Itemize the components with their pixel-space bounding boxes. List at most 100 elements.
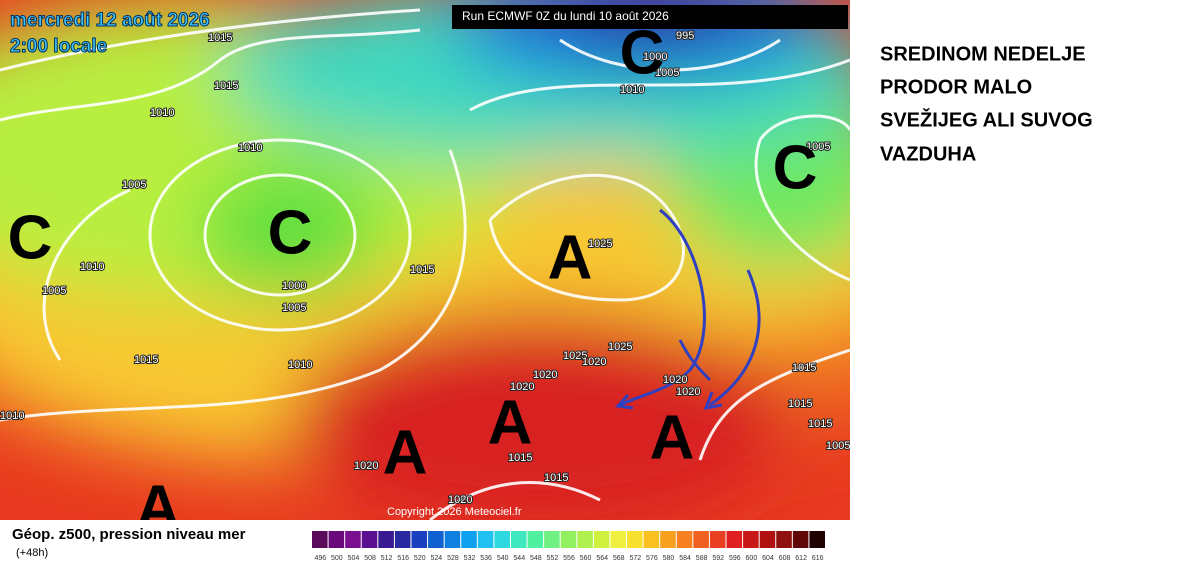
scale-label: 556 xyxy=(563,555,575,562)
annotation-line: VAZDUHA xyxy=(880,143,976,165)
isobar-label: 1015 xyxy=(214,80,238,92)
scale-label: 608 xyxy=(779,555,791,562)
scale-cell xyxy=(709,531,726,548)
scale-label: 580 xyxy=(663,555,675,562)
scale-label: 508 xyxy=(364,555,376,562)
scale-cell xyxy=(577,531,593,548)
isobar-label: 1010 xyxy=(620,84,644,96)
scale-cell xyxy=(743,531,759,548)
scale-cell xyxy=(494,531,510,548)
isobar-label: 1010 xyxy=(238,142,262,154)
isobar-label: 1005 xyxy=(806,141,830,153)
scale-label: 612 xyxy=(795,555,807,562)
scale-cell xyxy=(527,531,544,548)
scale-label: 528 xyxy=(447,555,459,562)
isobar-label: 1005 xyxy=(122,179,146,191)
scale-label: 540 xyxy=(497,555,509,562)
scale-label: 524 xyxy=(431,555,443,562)
map-labels: 1015 1015 1010 1010 1005 1010 1005 1000 1005 1015… xyxy=(0,18,850,542)
scale-cell xyxy=(477,531,494,548)
isobar-label: 1025 xyxy=(563,350,587,362)
legend-lead: (+48h) xyxy=(16,547,48,559)
scale-cell xyxy=(411,531,428,548)
scale-label: 588 xyxy=(696,555,708,562)
scale-cell xyxy=(693,531,709,548)
scale-label: 576 xyxy=(646,555,658,562)
pressure-system: A xyxy=(548,223,593,292)
scale-label: 572 xyxy=(629,555,641,562)
scale-cell xyxy=(776,531,792,548)
scale-label: 520 xyxy=(414,555,426,562)
isobars xyxy=(0,8,850,520)
scale-label: 560 xyxy=(580,555,592,562)
scale-cell xyxy=(676,531,693,548)
isobar-label: 1015 xyxy=(208,32,232,44)
scale-label: 604 xyxy=(762,555,774,562)
scale-label: 564 xyxy=(596,555,608,562)
scale-label: 616 xyxy=(812,555,824,562)
scale-label: 592 xyxy=(712,555,724,562)
scale-cell xyxy=(792,531,809,548)
scale-cell xyxy=(560,531,577,548)
isobar-label: 1020 xyxy=(533,369,557,381)
map: 1015 1015 1010 1010 1005 1010 1005 1000 1005 1015… xyxy=(0,0,850,542)
isobar-label: 1020 xyxy=(354,460,378,472)
pressure-system: C xyxy=(8,203,53,272)
isobar-label: 1015 xyxy=(134,354,158,366)
scale-label: 544 xyxy=(513,555,525,562)
pressure-system: A xyxy=(383,418,428,487)
scale-cell xyxy=(759,531,776,548)
isobar-label: 1005 xyxy=(826,440,850,452)
scale-cell xyxy=(593,531,610,548)
field-shading xyxy=(0,0,850,520)
isobar-label: 1025 xyxy=(588,238,612,250)
isobar-label: 1020 xyxy=(676,386,700,398)
run-label: Run ECMWF 0Z du lundi 10 août 2026 xyxy=(462,9,669,23)
scale-cell xyxy=(328,531,345,548)
scale-cell xyxy=(461,531,477,548)
date-label: mercredi 12 août 2026 xyxy=(10,10,210,31)
pressure-system: A xyxy=(650,403,695,472)
scale-cell xyxy=(510,531,527,548)
isobar-label: 1020 xyxy=(510,381,534,393)
annotation-line: PRODOR MALO xyxy=(880,76,1032,98)
copyright: Copyright 2026 Meteociel.fr xyxy=(387,506,522,518)
scale-cell xyxy=(809,531,825,548)
isobar-label: 1000 xyxy=(643,51,667,63)
isobar-label: 1015 xyxy=(788,398,812,410)
scale-cell xyxy=(726,531,743,548)
isobar-label: 1015 xyxy=(792,362,816,374)
annotation-line: SVEŽIJEG ALI SUVOG xyxy=(880,107,1093,131)
scale-label: 552 xyxy=(547,555,559,562)
scale-label: 568 xyxy=(613,555,625,562)
trajectory-arrows xyxy=(614,208,761,410)
scale-cell xyxy=(610,531,627,548)
pressure-system: C xyxy=(620,18,665,87)
pressure-system: C xyxy=(268,198,313,267)
isobar-label: 995 xyxy=(676,30,694,42)
scale-label: 496 xyxy=(314,555,326,562)
isobar-label: 1005 xyxy=(655,67,679,79)
isobar-label: 1020 xyxy=(663,374,687,386)
scale-label: 596 xyxy=(729,555,741,562)
scale-label: 512 xyxy=(381,555,393,562)
isobar-label: 1020 xyxy=(582,356,606,368)
time-label: 2:00 locale xyxy=(10,36,107,57)
annotation-line: SREDINOM NEDELJE xyxy=(880,43,1086,65)
scale-cell xyxy=(444,531,461,548)
scale-cell xyxy=(345,531,361,548)
isobar-label: 1010 xyxy=(288,359,312,371)
scale-label: 532 xyxy=(464,555,476,562)
isobar-label: 1010 xyxy=(0,410,24,422)
isobar-label: 1015 xyxy=(808,418,832,430)
isobar-label: 1005 xyxy=(42,285,66,297)
scale-cell xyxy=(660,531,676,548)
scale-label: 548 xyxy=(530,555,542,562)
scale-cell xyxy=(428,531,444,548)
scale-cell xyxy=(361,531,378,548)
legend-title: Géop. z500, pression niveau mer xyxy=(12,526,246,543)
pressure-system: A xyxy=(136,473,181,542)
isobar-label: 1010 xyxy=(80,261,104,273)
